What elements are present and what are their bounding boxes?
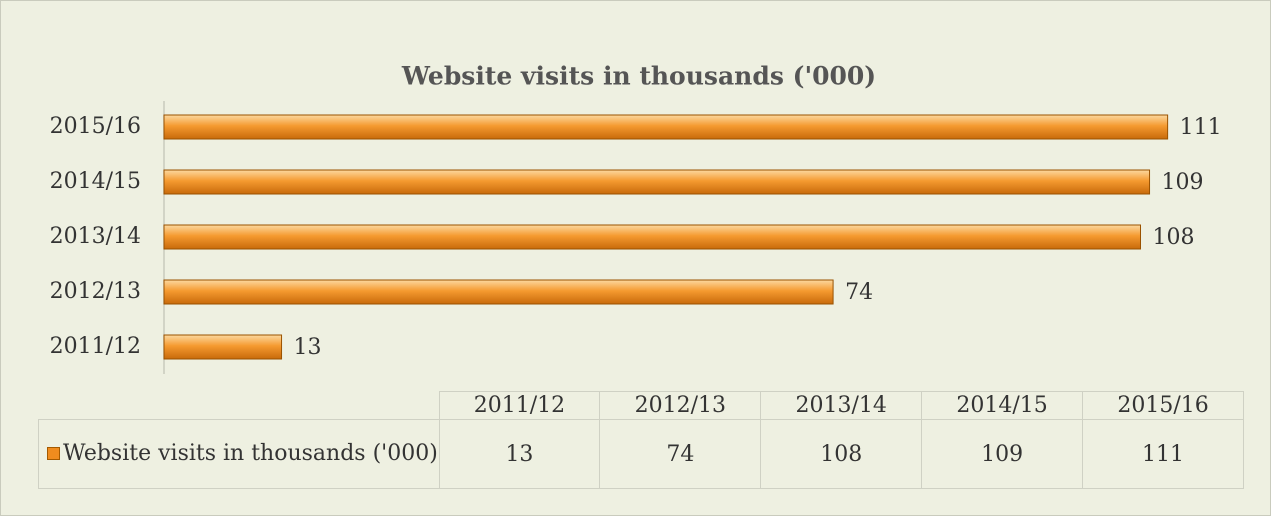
y-tick-label: 2013/14 xyxy=(50,224,141,249)
data-label: 111 xyxy=(1180,115,1222,140)
blank-cell xyxy=(38,391,440,420)
chart-title: Website visits in thousands ('000) xyxy=(401,62,876,91)
bar xyxy=(163,114,1169,140)
table-value-cell: 109 xyxy=(921,419,1084,489)
table-value-cell: 111 xyxy=(1082,419,1244,489)
table-header-cell: 2011/12 xyxy=(438,391,601,420)
table-value-cell: 74 xyxy=(599,419,762,489)
y-tick-label: 2015/16 xyxy=(50,114,141,139)
data-label: 108 xyxy=(1153,225,1195,250)
y-tick-label: 2014/15 xyxy=(50,169,141,194)
y-tick-label: 2012/13 xyxy=(50,279,141,304)
series-cell: Website visits in thousands ('000) xyxy=(38,419,440,489)
table-header-cell: 2014/15 xyxy=(921,391,1084,420)
table-value-cell: 13 xyxy=(438,419,601,489)
bar xyxy=(163,334,283,360)
data-label: 13 xyxy=(294,335,322,360)
table-header-cell: 2012/13 xyxy=(599,391,762,420)
bar xyxy=(163,279,834,305)
legend-key xyxy=(47,447,60,460)
y-tick-label: 2011/12 xyxy=(50,334,141,359)
data-label: 109 xyxy=(1162,170,1204,195)
table-header: 2011/12 2012/13 2013/14 2014/15 2015/16 xyxy=(38,391,1244,420)
bar xyxy=(163,169,1151,195)
data-table: 2011/12 2012/13 2013/14 2014/15 2015/16 Webs… xyxy=(38,391,1244,489)
legend-label: Website visits in thousands ('000) xyxy=(63,441,438,466)
bar xyxy=(163,224,1141,250)
table-header-cell: 2013/14 xyxy=(760,391,923,420)
table-value-cell: 108 xyxy=(760,419,923,489)
data-label: 74 xyxy=(845,280,873,305)
table-row: Website visits in thousands ('000) 13 74 10… xyxy=(38,419,1244,489)
table-header-cell: 2015/16 xyxy=(1082,391,1244,420)
